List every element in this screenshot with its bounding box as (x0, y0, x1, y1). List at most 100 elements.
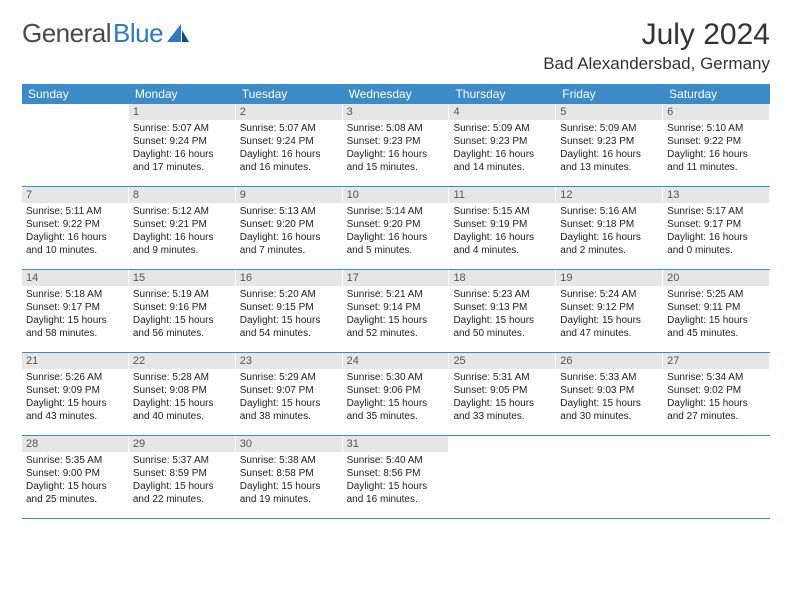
sunset-line: Sunset: 9:24 PM (240, 135, 338, 148)
day-cell: 18Sunrise: 5:23 AMSunset: 9:13 PMDayligh… (449, 270, 556, 352)
day-number: 21 (22, 353, 128, 369)
sunset-line: Sunset: 9:22 PM (667, 135, 765, 148)
day-cell: 25Sunrise: 5:31 AMSunset: 9:05 PMDayligh… (449, 353, 556, 435)
day-cell: 15Sunrise: 5:19 AMSunset: 9:16 PMDayligh… (129, 270, 236, 352)
sunrise-line: Sunrise: 5:14 AM (347, 205, 445, 218)
sunset-line: Sunset: 9:21 PM (133, 218, 231, 231)
sunrise-line: Sunrise: 5:23 AM (453, 288, 551, 301)
sunrise-line: Sunrise: 5:08 AM (347, 122, 445, 135)
sunset-line: Sunset: 8:56 PM (347, 467, 445, 480)
day-cell: 22Sunrise: 5:28 AMSunset: 9:08 PMDayligh… (129, 353, 236, 435)
day-cell: 4Sunrise: 5:09 AMSunset: 9:23 PMDaylight… (449, 104, 556, 186)
daylight-line: Daylight: 15 hours and 22 minutes. (133, 480, 231, 506)
sunrise-line: Sunrise: 5:33 AM (560, 371, 658, 384)
sunrise-line: Sunrise: 5:18 AM (26, 288, 124, 301)
day-number: 15 (129, 270, 235, 286)
day-cell: 30Sunrise: 5:38 AMSunset: 8:58 PMDayligh… (236, 436, 343, 518)
sunrise-line: Sunrise: 5:40 AM (347, 454, 445, 467)
daylight-line: Daylight: 15 hours and 27 minutes. (667, 397, 765, 423)
sunrise-line: Sunrise: 5:21 AM (347, 288, 445, 301)
sunset-line: Sunset: 9:05 PM (453, 384, 551, 397)
daylight-line: Daylight: 15 hours and 52 minutes. (347, 314, 445, 340)
day-cell: 24Sunrise: 5:30 AMSunset: 9:06 PMDayligh… (343, 353, 450, 435)
day-number: 2 (236, 104, 342, 120)
title-block: July 2024 Bad Alexandersbad, Germany (543, 18, 770, 74)
sunset-line: Sunset: 9:07 PM (240, 384, 338, 397)
weekday-header: Sunday (22, 84, 129, 104)
day-number: 28 (22, 436, 128, 452)
day-number (22, 104, 128, 106)
day-number: 9 (236, 187, 342, 203)
logo: GeneralBlue (22, 18, 189, 49)
week-row: 7Sunrise: 5:11 AMSunset: 9:22 PMDaylight… (22, 187, 770, 270)
sunrise-line: Sunrise: 5:37 AM (133, 454, 231, 467)
sunrise-line: Sunrise: 5:24 AM (560, 288, 658, 301)
sunrise-line: Sunrise: 5:25 AM (667, 288, 765, 301)
sunrise-line: Sunrise: 5:30 AM (347, 371, 445, 384)
weekday-header: Tuesday (236, 84, 343, 104)
day-number: 19 (556, 270, 662, 286)
day-number: 1 (129, 104, 235, 120)
sunrise-line: Sunrise: 5:20 AM (240, 288, 338, 301)
sunset-line: Sunset: 9:11 PM (667, 301, 765, 314)
daylight-line: Daylight: 16 hours and 9 minutes. (133, 231, 231, 257)
day-cell: 29Sunrise: 5:37 AMSunset: 8:59 PMDayligh… (129, 436, 236, 518)
day-number: 20 (663, 270, 769, 286)
sunrise-line: Sunrise: 5:29 AM (240, 371, 338, 384)
daylight-line: Daylight: 15 hours and 35 minutes. (347, 397, 445, 423)
daylight-line: Daylight: 15 hours and 43 minutes. (26, 397, 124, 423)
day-number: 7 (22, 187, 128, 203)
day-number: 24 (343, 353, 449, 369)
day-cell: 23Sunrise: 5:29 AMSunset: 9:07 PMDayligh… (236, 353, 343, 435)
daylight-line: Daylight: 15 hours and 38 minutes. (240, 397, 338, 423)
sunrise-line: Sunrise: 5:28 AM (133, 371, 231, 384)
day-cell: 14Sunrise: 5:18 AMSunset: 9:17 PMDayligh… (22, 270, 129, 352)
week-row: 28Sunrise: 5:35 AMSunset: 9:00 PMDayligh… (22, 436, 770, 519)
day-number: 13 (663, 187, 769, 203)
sunset-line: Sunset: 9:16 PM (133, 301, 231, 314)
sunrise-line: Sunrise: 5:10 AM (667, 122, 765, 135)
daylight-line: Daylight: 15 hours and 45 minutes. (667, 314, 765, 340)
day-cell: 27Sunrise: 5:34 AMSunset: 9:02 PMDayligh… (663, 353, 770, 435)
day-cell: 9Sunrise: 5:13 AMSunset: 9:20 PMDaylight… (236, 187, 343, 269)
daylight-line: Daylight: 15 hours and 33 minutes. (453, 397, 551, 423)
sunset-line: Sunset: 9:09 PM (26, 384, 124, 397)
sail-icon (167, 24, 189, 44)
day-cell: 5Sunrise: 5:09 AMSunset: 9:23 PMDaylight… (556, 104, 663, 186)
sunrise-line: Sunrise: 5:12 AM (133, 205, 231, 218)
sunset-line: Sunset: 8:58 PM (240, 467, 338, 480)
sunset-line: Sunset: 9:03 PM (560, 384, 658, 397)
daylight-line: Daylight: 15 hours and 30 minutes. (560, 397, 658, 423)
sunset-line: Sunset: 9:24 PM (133, 135, 231, 148)
weekday-header: Friday (556, 84, 663, 104)
sunset-line: Sunset: 9:18 PM (560, 218, 658, 231)
page-header: GeneralBlue July 2024 Bad Alexandersbad,… (22, 18, 770, 74)
daylight-line: Daylight: 16 hours and 2 minutes. (560, 231, 658, 257)
day-number: 10 (343, 187, 449, 203)
daylight-line: Daylight: 16 hours and 13 minutes. (560, 148, 658, 174)
sunset-line: Sunset: 9:17 PM (667, 218, 765, 231)
daylight-line: Daylight: 16 hours and 5 minutes. (347, 231, 445, 257)
day-cell: 31Sunrise: 5:40 AMSunset: 8:56 PMDayligh… (343, 436, 450, 518)
day-number: 5 (556, 104, 662, 120)
day-number: 14 (22, 270, 128, 286)
daylight-line: Daylight: 16 hours and 14 minutes. (453, 148, 551, 174)
day-number: 29 (129, 436, 235, 452)
day-number: 25 (449, 353, 555, 369)
sunset-line: Sunset: 9:00 PM (26, 467, 124, 480)
day-number: 26 (556, 353, 662, 369)
weekday-header: Monday (129, 84, 236, 104)
daylight-line: Daylight: 15 hours and 56 minutes. (133, 314, 231, 340)
day-cell: 20 Sunrise: 5:25 AMSunset: 9:11 PMDayligh… (663, 270, 770, 352)
day-cell: 6Sunrise: 5:10 AMSunset: 9:22 PMDaylight… (663, 104, 770, 186)
sunset-line: Sunset: 9:22 PM (26, 218, 124, 231)
sunset-line: Sunset: 9:15 PM (240, 301, 338, 314)
logo-text-1: General (22, 18, 111, 49)
sunrise-line: Sunrise: 5:07 AM (240, 122, 338, 135)
day-number: 3 (343, 104, 449, 120)
sunrise-line: Sunrise: 5:17 AM (667, 205, 765, 218)
daylight-line: Daylight: 16 hours and 0 minutes. (667, 231, 765, 257)
daylight-line: Daylight: 15 hours and 50 minutes. (453, 314, 551, 340)
day-cell: 12Sunrise: 5:16 AMSunset: 9:18 PMDayligh… (556, 187, 663, 269)
sunrise-line: Sunrise: 5:38 AM (240, 454, 338, 467)
